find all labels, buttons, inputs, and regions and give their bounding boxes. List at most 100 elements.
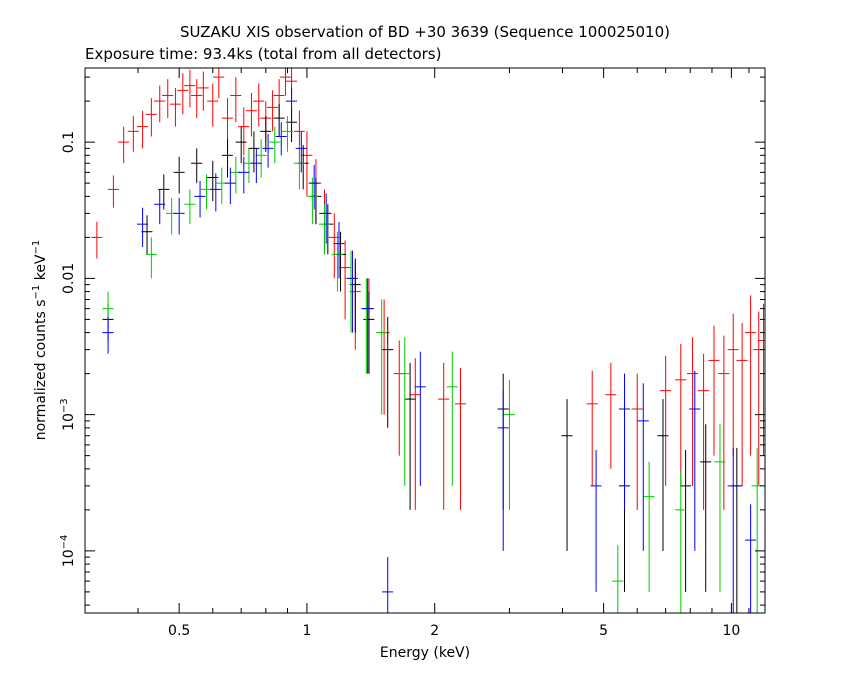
data-point (141, 215, 153, 255)
data-point (238, 107, 250, 156)
data-point (191, 148, 203, 184)
y-tick-base: 10 (61, 549, 77, 567)
data-point (718, 335, 730, 510)
data-point (631, 373, 643, 510)
data-point (279, 68, 291, 96)
data-point (275, 122, 287, 156)
data-point (751, 447, 763, 613)
x-tick-label: 5 (599, 623, 608, 639)
data-point (102, 317, 114, 354)
y-tick-label: 10−3 (59, 398, 77, 431)
data-point (333, 221, 345, 279)
data-point (657, 399, 669, 551)
data-point (285, 87, 298, 119)
y-tick-exponent: −4 (59, 535, 70, 550)
y-axis-label-sup1: −1 (31, 285, 42, 300)
y-tick-label: 10−4 (59, 535, 77, 568)
data-point (107, 175, 119, 208)
data-point (404, 362, 416, 510)
data-point (255, 139, 267, 178)
data-point (293, 145, 305, 190)
data-point (757, 303, 765, 456)
data-point (689, 370, 701, 551)
data-point (235, 126, 247, 164)
data-point (207, 160, 219, 201)
data-point (660, 355, 672, 486)
chart-title: SUZAKU XIS observation of BD +30 3639 (S… (180, 23, 670, 41)
y-tick-base: 0.01 (61, 263, 77, 294)
data-point (409, 358, 421, 510)
data-point (328, 213, 340, 279)
data-point (590, 450, 602, 592)
data-point (91, 221, 103, 259)
data-point (136, 110, 149, 149)
data-point (127, 116, 139, 152)
data-point (697, 353, 710, 510)
data-point (184, 69, 196, 108)
data-point (224, 167, 236, 205)
data-point (262, 133, 274, 168)
data-point (194, 180, 206, 218)
data-point (745, 504, 757, 613)
data-point (360, 278, 372, 374)
data-point (136, 207, 149, 247)
data-point (306, 177, 318, 225)
data-point (248, 131, 260, 173)
data-point (173, 197, 185, 235)
data-point (308, 164, 320, 210)
data-point (210, 173, 222, 212)
data-point (154, 189, 166, 225)
data-point (253, 83, 265, 127)
data-point (191, 79, 203, 119)
y-axis-label-main: normalized counts s (33, 299, 49, 440)
data-point (605, 362, 617, 469)
data-point (166, 197, 178, 235)
data-point (238, 156, 250, 194)
data-point (213, 68, 225, 99)
data-point (118, 126, 130, 164)
data-point (207, 83, 219, 127)
data-point (393, 340, 405, 456)
data-point (230, 77, 242, 123)
data-point (334, 231, 346, 292)
data-point (260, 116, 272, 152)
data-point (230, 156, 242, 194)
data-point (177, 73, 189, 115)
data-point (273, 104, 285, 137)
data-point (382, 317, 394, 428)
data-point (586, 370, 598, 486)
data-point (612, 545, 624, 613)
data-point (197, 71, 209, 111)
data-point (331, 231, 343, 292)
y-tick-label: 0.01 (61, 263, 77, 294)
data-point (269, 126, 281, 164)
x-tick-label: 1 (302, 623, 311, 639)
data-point (708, 325, 720, 456)
data-point (346, 250, 358, 333)
data-point (679, 450, 692, 592)
data-point (145, 98, 157, 137)
data-point (318, 204, 330, 255)
data-point (643, 461, 655, 592)
data-point (154, 85, 166, 123)
data-point (637, 383, 649, 551)
data-point (382, 557, 394, 613)
y-axis-label: normalized counts s−1 keV−1 (31, 240, 49, 441)
data-marks (91, 68, 765, 613)
data-point (200, 174, 212, 210)
y-axis-label-sup2: −1 (31, 240, 42, 255)
x-axis-label: Energy (keV) (380, 645, 470, 661)
data-point (162, 79, 174, 119)
data-point (727, 447, 739, 613)
data-point (675, 343, 687, 486)
chart-subtitle: Exposure time: 93.4ks (total from all de… (85, 45, 441, 63)
data-point (281, 116, 293, 152)
plot-frame (84, 67, 766, 614)
data-point (686, 337, 698, 486)
data-point (339, 240, 351, 320)
data-point (266, 90, 279, 132)
y-tick-base: 10 (61, 413, 77, 431)
data-point (745, 295, 757, 456)
